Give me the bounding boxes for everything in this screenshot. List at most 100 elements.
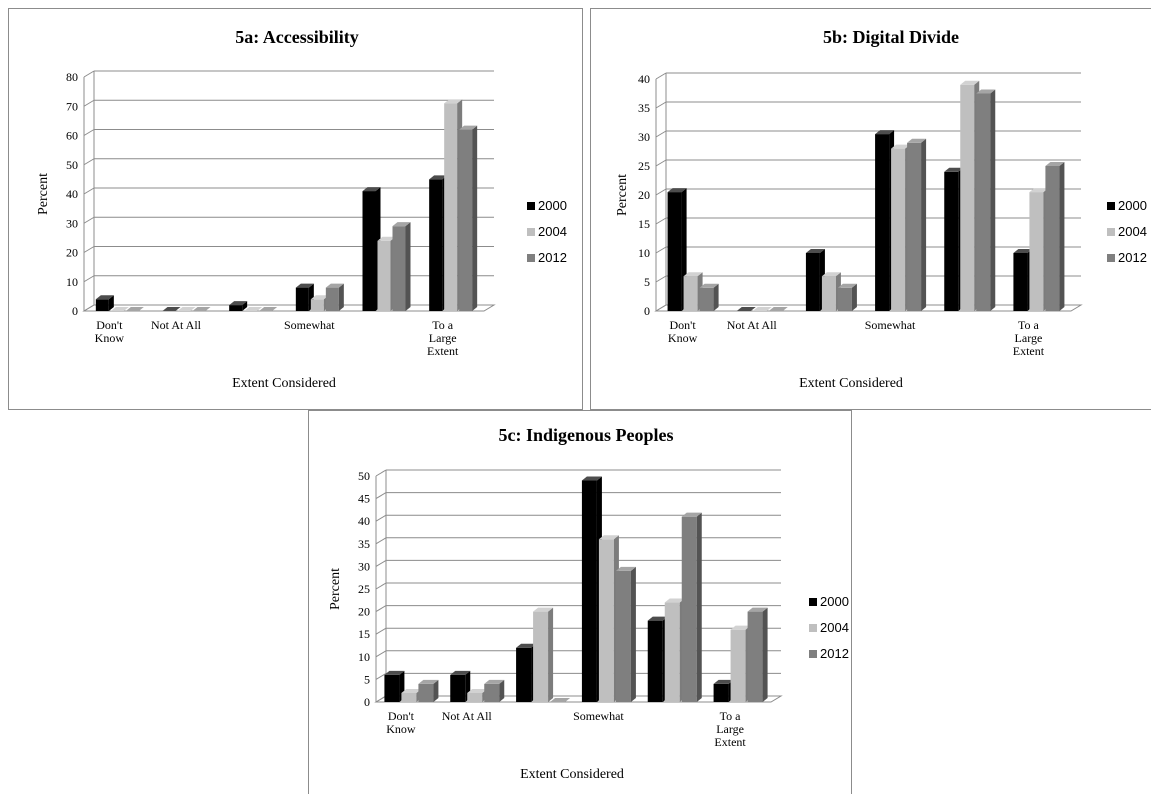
y-tick-label: 30 xyxy=(638,130,650,144)
x-category-label: Somewhat xyxy=(284,318,335,332)
gridline-diagonal xyxy=(375,582,387,590)
bar-top xyxy=(837,283,857,288)
y-tick-label: 0 xyxy=(644,304,650,318)
y-tick-label: 5 xyxy=(644,275,650,289)
bar-top xyxy=(667,188,687,193)
bar xyxy=(736,307,756,311)
bar-front xyxy=(384,674,400,702)
bar-front xyxy=(805,253,820,311)
bar-top xyxy=(699,283,719,288)
bar xyxy=(384,670,405,702)
bar-front xyxy=(295,287,309,311)
bar-top xyxy=(125,307,144,311)
gridline-diagonal xyxy=(83,216,95,224)
bar-front xyxy=(418,683,434,702)
x-category-label: Not At All xyxy=(442,709,493,723)
x-category-label: Large xyxy=(429,331,457,345)
bar-side xyxy=(762,607,768,702)
bar-side xyxy=(108,295,114,311)
bar-front xyxy=(377,240,391,311)
y-axis-title: Percent xyxy=(36,173,51,215)
bar-front xyxy=(875,134,890,311)
bar-side xyxy=(990,89,996,311)
bar-front xyxy=(392,226,406,311)
legend-swatch xyxy=(1107,202,1115,210)
y-tick-label: 10 xyxy=(358,650,370,664)
bar-front xyxy=(598,539,614,702)
bar xyxy=(976,89,996,311)
y-tick-label: 35 xyxy=(638,101,650,115)
y-tick-label: 25 xyxy=(638,159,650,173)
x-category-label: Large xyxy=(716,722,744,736)
bar xyxy=(598,535,619,702)
y-tick-label: 20 xyxy=(358,605,370,619)
bar-top xyxy=(295,283,314,288)
gridline-diagonal xyxy=(375,605,387,613)
chart-title: 5a: Accessibility xyxy=(235,27,359,47)
bar-top xyxy=(533,607,554,612)
bar-top xyxy=(581,476,602,481)
bar-top xyxy=(377,236,396,241)
y-tick-label: 15 xyxy=(358,627,370,641)
chart-indigenous-peoples: 5c: Indigenous Peoples 0 5 10 15 20 25 30 35 40 45… xyxy=(328,425,849,782)
x-category-label: Don't xyxy=(669,318,696,332)
gridline-diagonal xyxy=(83,246,95,253)
bar-top xyxy=(325,283,344,288)
bar xyxy=(699,283,719,311)
y-tick-label: 40 xyxy=(66,187,78,201)
bar-top xyxy=(768,307,788,311)
bar-front xyxy=(647,620,663,702)
y-tick-label: 80 xyxy=(66,70,78,84)
x-category-label: Know xyxy=(95,331,125,345)
bar-top xyxy=(550,698,571,702)
gridline-diagonal xyxy=(375,492,387,500)
bar-top xyxy=(598,535,619,540)
bar-front xyxy=(444,103,458,311)
bar-side xyxy=(472,125,478,312)
bar-top xyxy=(244,307,263,311)
bar-top xyxy=(960,80,980,85)
y-tick-label: 50 xyxy=(358,469,370,483)
y-tick-label: 15 xyxy=(638,217,650,231)
bar-top xyxy=(752,307,772,311)
legend-label: 2004 xyxy=(820,620,849,635)
bar xyxy=(484,679,505,702)
chart-floor xyxy=(374,695,783,703)
x-category-label: Not At All xyxy=(727,318,778,332)
bar-top xyxy=(976,89,996,94)
legend-swatch xyxy=(527,228,535,236)
bar-front xyxy=(681,516,697,702)
y-axis-title: Percent xyxy=(615,174,630,216)
bar-front xyxy=(976,93,991,311)
gridline-diagonal xyxy=(83,129,95,136)
y-tick-label: 70 xyxy=(66,99,78,113)
chart-floor xyxy=(82,304,496,312)
bar-side xyxy=(921,138,927,311)
bar-front xyxy=(667,192,682,311)
y-tick-label: 0 xyxy=(72,304,78,318)
bar xyxy=(681,512,702,702)
y-axis-title: Percent xyxy=(328,568,343,610)
gridline-diagonal xyxy=(655,275,667,283)
bar-front xyxy=(821,276,836,311)
chart-accessibility: 5a: Accessibility 0 10 20 30 40 50 60 70 80 Don'tK… xyxy=(36,27,567,391)
bar-front xyxy=(891,148,906,311)
gridline-diagonal xyxy=(375,559,387,567)
chart-title: 5b: Digital Divide xyxy=(823,27,959,47)
bar-front xyxy=(229,305,243,311)
bar xyxy=(392,222,411,311)
y-tick-label: 20 xyxy=(638,188,650,202)
bar xyxy=(95,295,114,311)
bar-side xyxy=(630,566,636,702)
bar xyxy=(295,283,314,311)
bar-front xyxy=(467,692,483,702)
bar-front xyxy=(484,683,500,702)
bar-top xyxy=(401,688,422,693)
legend-swatch xyxy=(1107,254,1115,262)
y-tick-label: 25 xyxy=(358,582,370,596)
bar-front xyxy=(615,570,631,702)
x-category-label: To a xyxy=(720,709,741,723)
bar-front xyxy=(95,299,109,311)
bar-front xyxy=(713,683,729,702)
bar-front xyxy=(699,287,714,311)
